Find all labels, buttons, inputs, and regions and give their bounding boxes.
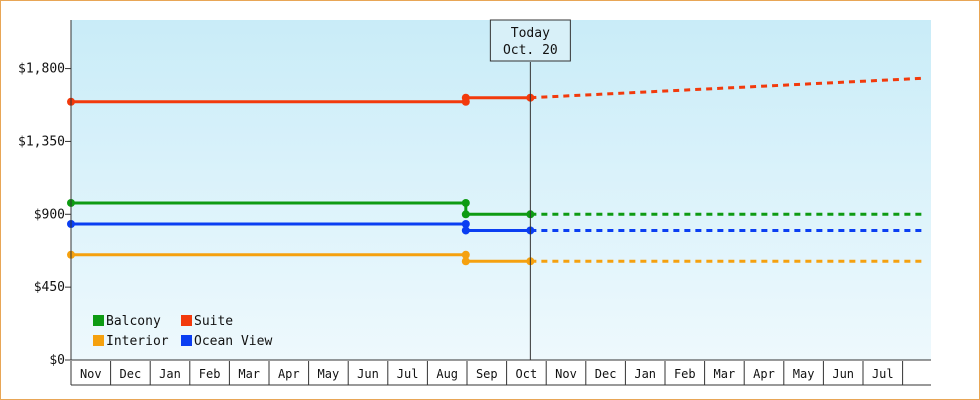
month-label: Sep bbox=[476, 367, 498, 381]
legend-label: Balcony bbox=[106, 314, 161, 329]
month-label: Nov bbox=[555, 367, 577, 381]
month-label: Jul bbox=[872, 367, 894, 381]
legend-label: Interior bbox=[106, 334, 169, 349]
month-label: Oct bbox=[516, 367, 538, 381]
legend-swatch bbox=[181, 335, 192, 346]
month-label: Nov bbox=[80, 367, 102, 381]
month-label: May bbox=[318, 367, 340, 381]
month-label: Jun bbox=[357, 367, 379, 381]
plot-area bbox=[71, 20, 931, 360]
series-point bbox=[461, 93, 470, 102]
series-point bbox=[461, 257, 470, 266]
series-ocean-view bbox=[67, 220, 923, 235]
today-date: Oct. 20 bbox=[503, 43, 558, 58]
series-line bbox=[71, 201, 531, 216]
legend-label: Suite bbox=[194, 314, 233, 329]
legend-swatch bbox=[93, 335, 104, 346]
y-tick-label: $0 bbox=[49, 353, 65, 368]
month-label: Dec bbox=[595, 367, 617, 381]
month-label: Jan bbox=[159, 367, 181, 381]
month-label: Mar bbox=[714, 367, 736, 381]
series-point bbox=[461, 210, 470, 219]
month-label: Feb bbox=[674, 367, 696, 381]
month-label: Feb bbox=[199, 367, 221, 381]
series-point bbox=[461, 250, 470, 259]
today-title: Today bbox=[511, 26, 550, 41]
legend: Balcony Suite Interior Ocean View bbox=[93, 314, 272, 349]
month-label: Jun bbox=[832, 367, 854, 381]
y-axis-ticks: $0 $450 $900 $1,350 $1,800 bbox=[18, 62, 71, 368]
axes bbox=[70, 20, 931, 361]
month-label: May bbox=[793, 367, 815, 381]
x-axis-months: Nov Dec Jan Feb Mar Apr May Jun Jul Aug Sep Oct Nov D… bbox=[70, 361, 931, 386]
legend-swatch bbox=[93, 315, 104, 326]
series-point bbox=[461, 220, 470, 228]
today-marker: Today Oct. 20 bbox=[489, 19, 571, 360]
series-point bbox=[461, 226, 470, 235]
month-label: Apr bbox=[753, 367, 775, 381]
month-label: Aug bbox=[436, 367, 458, 381]
month-label: Jul bbox=[397, 367, 419, 381]
legend-swatch bbox=[181, 315, 192, 326]
y-tick-label: $1,800 bbox=[18, 62, 65, 77]
month-label: Apr bbox=[278, 367, 300, 381]
y-tick-label: $1,350 bbox=[18, 134, 65, 149]
month-label: Dec bbox=[120, 367, 142, 381]
y-tick-label: $450 bbox=[34, 280, 65, 295]
today-box bbox=[489, 19, 571, 62]
series-point bbox=[461, 198, 470, 207]
month-label: Jan bbox=[634, 367, 656, 381]
month-label: Mar bbox=[238, 367, 260, 381]
legend-label: Ocean View bbox=[194, 334, 272, 349]
y-tick-label: $900 bbox=[34, 207, 65, 222]
series-layer bbox=[67, 76, 923, 266]
